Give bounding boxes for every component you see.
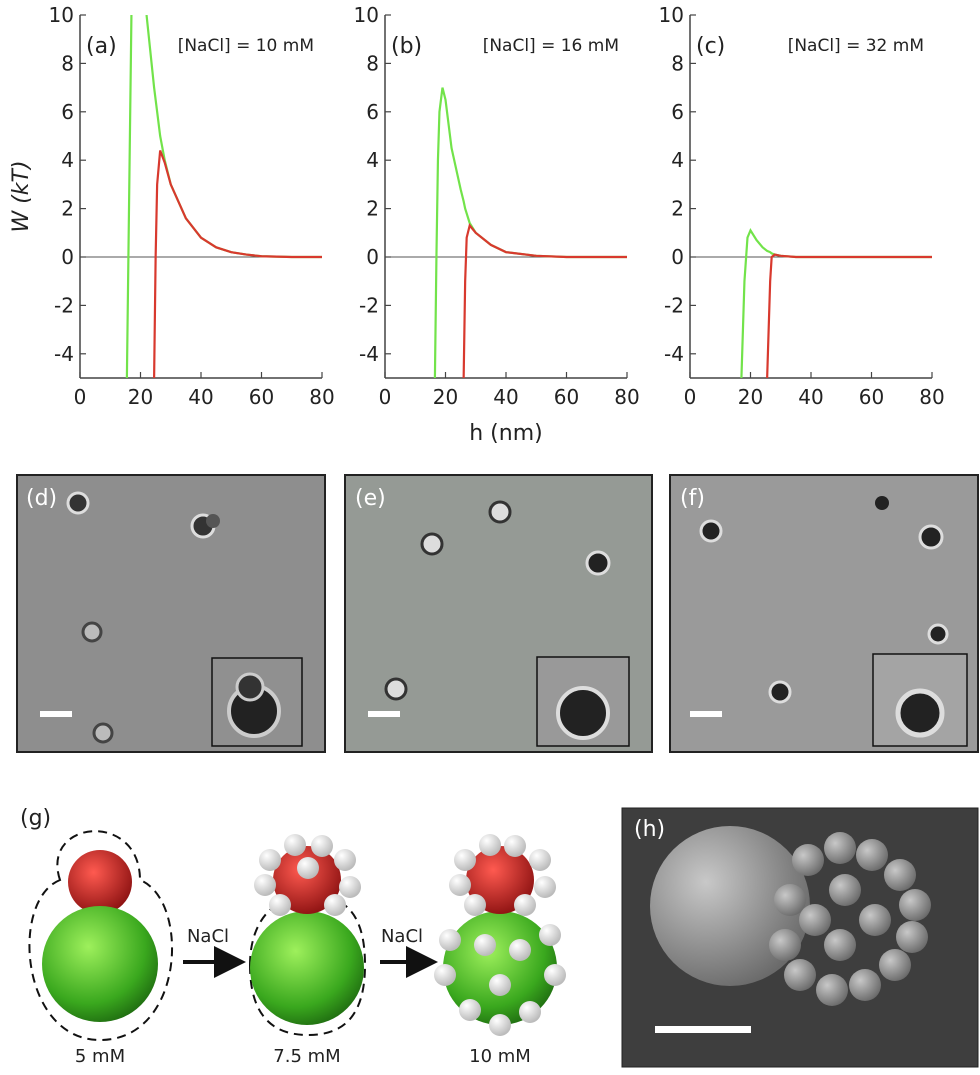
- y-tick-label: -4: [54, 342, 74, 366]
- x-tick-label: 20: [738, 385, 763, 409]
- x-tick-label: 60: [859, 385, 884, 409]
- y-tick-label: 10: [354, 3, 379, 27]
- panel-label: (d): [26, 486, 57, 511]
- x-tick-label: 20: [433, 385, 458, 409]
- y-tick-label: 0: [366, 245, 379, 269]
- stage-label: 7.5 mM: [273, 1046, 340, 1067]
- curve: [766, 253, 932, 378]
- panel-label: (a): [86, 34, 117, 59]
- x-tick-label: 0: [74, 385, 87, 409]
- x-axis-label: h (nm): [469, 421, 542, 446]
- plot: -4 -2 0 2 4 6 8 10 0 20 40 60 80 (c) [NaCl] = 32 mM: [659, 3, 945, 409]
- y-tick-label: 4: [671, 148, 684, 172]
- panel-label: (e): [355, 486, 386, 511]
- stage-label: 5 mM: [75, 1046, 125, 1067]
- x-tick-label: 60: [249, 385, 274, 409]
- x-tick-label: 80: [919, 385, 944, 409]
- y-tick-label: 10: [49, 3, 74, 27]
- y-axis-label: W (kT): [9, 160, 34, 232]
- y-tick-label: 6: [671, 100, 684, 124]
- y-tick-label: 2: [61, 197, 74, 221]
- y-tick-label: -4: [359, 342, 379, 366]
- x-tick-label: 40: [493, 385, 518, 409]
- panel-label: (h): [634, 817, 665, 842]
- micrograph-f: (f): [669, 474, 979, 753]
- arrow-label: NaCl: [187, 926, 229, 947]
- stage-label: 10 mM: [469, 1046, 531, 1067]
- x-tick-label: 0: [379, 385, 392, 409]
- y-tick-label: 8: [366, 51, 379, 75]
- y-tick-label: 8: [671, 51, 684, 75]
- x-tick-label: 60: [554, 385, 579, 409]
- micrograph-d: (d): [16, 474, 326, 753]
- annotation: [NaCl] = 32 mM: [788, 36, 924, 56]
- y-tick-label: 10: [659, 3, 684, 27]
- y-tick-label: 6: [366, 100, 379, 124]
- x-tick-label: 40: [798, 385, 823, 409]
- y-tick-label: -2: [664, 293, 684, 317]
- x-tick-label: 80: [614, 385, 639, 409]
- y-tick-label: 4: [61, 148, 74, 172]
- annotation: [NaCl] = 16 mM: [483, 36, 619, 56]
- x-tick-label: 40: [188, 385, 213, 409]
- y-tick-label: 8: [61, 51, 74, 75]
- schematic: (g) NaCl NaCl 5 mM 7.5 mM 10 mM: [20, 806, 566, 1067]
- panel-label: (c): [696, 34, 725, 59]
- arrow-label: NaCl: [381, 926, 423, 947]
- y-tick-label: 2: [366, 197, 379, 221]
- x-tick-label: 80: [309, 385, 334, 409]
- y-tick-label: -2: [54, 293, 74, 317]
- annotation: [NaCl] = 10 mM: [178, 36, 314, 56]
- y-tick-label: 0: [61, 245, 74, 269]
- sem-image: (h): [621, 807, 979, 1068]
- y-tick-label: 2: [671, 197, 684, 221]
- y-tick-label: -2: [359, 293, 379, 317]
- micrograph-e: (e): [344, 474, 653, 753]
- y-tick-label: 6: [61, 100, 74, 124]
- x-tick-label: 20: [128, 385, 153, 409]
- y-tick-label: -4: [664, 342, 684, 366]
- y-tick-label: 0: [671, 245, 684, 269]
- x-tick-label: 0: [684, 385, 697, 409]
- panel-label: (g): [20, 806, 51, 831]
- plot: -4 -2 0 2 4 6 8 10 0 20 40 60 80 (b) [NaCl] = 16 mM h (…: [354, 3, 640, 446]
- y-tick-label: 4: [366, 148, 379, 172]
- plot: -4 -2 0 2 4 6 8 10 0 20 40 60 80 (a) [NaCl] = 10 mM W (…: [9, 3, 335, 409]
- curve: [462, 223, 627, 378]
- curve: [153, 150, 322, 378]
- panel-label: (f): [680, 486, 705, 511]
- panel-label: (b): [391, 34, 422, 59]
